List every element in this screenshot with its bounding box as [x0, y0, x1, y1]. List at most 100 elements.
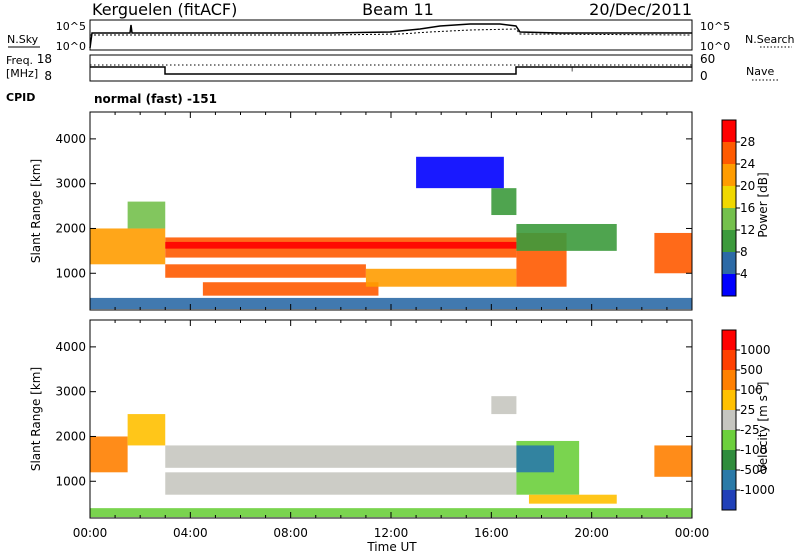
- scatter-region: [90, 436, 128, 473]
- colorbar-segment: [722, 186, 736, 208]
- colorbar-segment: [722, 120, 736, 142]
- y-tick-label: 1000: [55, 266, 86, 280]
- nsky-tick-high: 10^5: [56, 20, 86, 33]
- time-axis-ticks: 00:00 04:00 08:00 12:00 16:00 20:00 00:00: [73, 526, 710, 540]
- freq-label: Freq.: [6, 54, 33, 67]
- colorbar-segment: [722, 164, 736, 186]
- nsky-frame: [89, 19, 693, 51]
- colorbar-frame: [721, 329, 737, 511]
- freq-tick-low: 8: [44, 69, 52, 83]
- colorbar-segment: [722, 450, 736, 470]
- cpid-text: normal (fast) -151: [94, 92, 217, 106]
- colorbar-tick-label: 8: [740, 245, 748, 259]
- nsky-line: [89, 23, 692, 49]
- colorbar-segment: [722, 208, 736, 230]
- colorbar-tick-label: -100: [740, 443, 767, 457]
- colorbar-tick-label: -500: [740, 463, 767, 477]
- nsearch-label: N.Search: [745, 33, 795, 46]
- colorbar-segment: [722, 230, 736, 252]
- colorbar-tick-label: 500: [740, 363, 763, 377]
- scatter-region: [90, 297, 692, 310]
- scatter-region: [165, 264, 366, 278]
- colorbar-tick-label: 4: [740, 267, 748, 281]
- x-tick-label: 00:00: [675, 526, 710, 540]
- time-axis-label: Time UT: [366, 540, 417, 554]
- nave-tick-high: 60: [700, 52, 715, 66]
- nsky-tick-low: 10^0: [56, 40, 86, 53]
- freq-panel: ᵀ Freq. [MHz] 18 8 60 0 Nave: [6, 52, 778, 83]
- x-tick-label: 20:00: [574, 526, 609, 540]
- freq-frame: [89, 54, 693, 82]
- scatter-region: [516, 445, 555, 473]
- y-tick-label: 1000: [55, 474, 86, 488]
- colorbar-tick-label: 25: [740, 403, 755, 417]
- x-tick-label: 04:00: [173, 526, 208, 540]
- scatter-region: [165, 445, 517, 468]
- y-tick-label: 3000: [55, 177, 86, 191]
- freq-unit: [MHz]: [6, 67, 38, 80]
- scatter-region: [365, 268, 517, 287]
- colorbar-segment: [722, 430, 736, 450]
- x-tick-label: 12:00: [374, 526, 409, 540]
- colorbar-segment: [722, 410, 736, 430]
- beam-title: Beam 11: [362, 0, 434, 19]
- power-panel: 1000 2000 3000 4000 Slant Range [km] 28 24 20…: [29, 111, 770, 311]
- colorbar-tick-label: 24: [740, 157, 755, 171]
- power-ylabel: Slant Range [km]: [29, 159, 43, 263]
- nsearch-tick-high: 10^5: [700, 20, 730, 33]
- velocity-colorbar: 1000 500 100 25 -25 -100 -500 -1000: [721, 329, 775, 511]
- scatter-region: [90, 228, 166, 265]
- y-tick-label: 4000: [55, 340, 86, 354]
- colorbar-segment: [722, 274, 736, 296]
- velocity-y-ticks: 1000 2000 3000 4000: [55, 320, 693, 518]
- freq-line: [90, 66, 692, 75]
- scatter-region: [491, 396, 517, 415]
- power-y-ticks: 1000 2000 3000 4000: [55, 112, 693, 310]
- colorbar-segment: [722, 390, 736, 410]
- power-colorbar: 28 24 20 16 12 8 4: [721, 119, 755, 297]
- scatter-region: [202, 282, 379, 296]
- x-tick-label: 00:00: [73, 526, 108, 540]
- colorbar-segment: [722, 142, 736, 164]
- x-tick-label: 16:00: [474, 526, 509, 540]
- colorbar-tick-label: 28: [740, 135, 755, 149]
- colorbar-tick-label: 16: [740, 201, 755, 215]
- colorbar-tick-label: 100: [740, 383, 763, 397]
- colorbar-tick-label: 20: [740, 179, 755, 193]
- y-tick-label: 2000: [55, 221, 86, 235]
- power-colorbar-label: Power [dB]: [756, 172, 770, 237]
- nsearch-line: [90, 28, 693, 36]
- scatter-region: [528, 494, 617, 504]
- colorbar-segment: [722, 252, 736, 274]
- colorbar-tick-label: 1000: [740, 343, 771, 357]
- nave-marker: ᵀ: [569, 65, 575, 78]
- scatter-region: [165, 472, 517, 495]
- nave-label: Nave: [746, 65, 774, 78]
- power-data-marks: [90, 156, 692, 310]
- scatter-region: [491, 188, 517, 216]
- scatter-region: [127, 201, 166, 229]
- colorbar-tick-label: -25: [740, 423, 760, 437]
- scatter-region: [654, 445, 692, 477]
- colorbar-segment: [722, 370, 736, 390]
- scatter-region: [165, 241, 517, 249]
- y-tick-label: 3000: [55, 385, 86, 399]
- station-title: Kerguelen (fitACF): [92, 0, 237, 19]
- date-title: 20/Dec/2011: [589, 0, 692, 19]
- nave-tick-low: 0: [700, 69, 708, 83]
- scatter-region: [654, 232, 692, 274]
- nsearch-tick-low: 10^0: [700, 40, 730, 53]
- colorbar-segment: [722, 470, 736, 490]
- colorbar-tick-label: 12: [740, 223, 755, 237]
- y-tick-label: 4000: [55, 132, 86, 146]
- scatter-region: [516, 223, 617, 251]
- cpid-label: CPID: [6, 91, 35, 104]
- velocity-panel: 1000 2000 3000 4000 Slant Range [km] 1000 50…: [29, 319, 775, 519]
- colorbar-segment: [722, 350, 736, 370]
- scatter-region: [127, 414, 166, 446]
- nsky-panel: N.Sky 10^5 10^0 10^5 10^0 N.Search: [7, 19, 795, 53]
- colorbar-segment: [722, 490, 736, 510]
- colorbar-segment: [722, 330, 736, 350]
- velocity-colorbar-label: Velocity [m s-1]: [755, 382, 770, 473]
